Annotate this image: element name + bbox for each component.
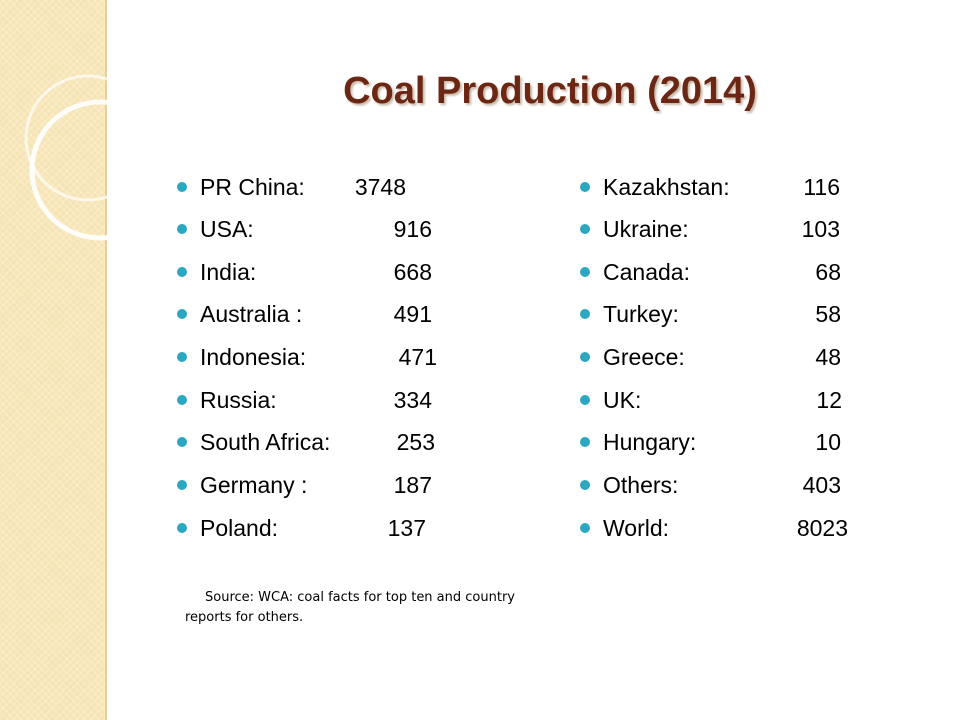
slide-title: Coal Production (2014) — [343, 70, 757, 112]
item-value: 253 — [396, 429, 435, 455]
item-name: PR China: — [200, 174, 305, 200]
item-value: 668 — [393, 259, 432, 285]
item-value: 471 — [398, 344, 437, 370]
item-value: 8023 — [796, 515, 848, 541]
item-name: Canada: — [603, 259, 690, 285]
item-name: Indonesia: — [200, 344, 307, 370]
decorative-rings-icon — [24, 74, 140, 241]
bullet-icon — [177, 480, 187, 490]
item-value: 103 — [801, 216, 840, 242]
source-note: Source: WCA: coal facts for top ten and … — [185, 590, 515, 625]
bullet-icon — [580, 267, 590, 277]
item-value: 403 — [802, 472, 841, 498]
item-value: 916 — [393, 216, 432, 242]
item-name: India: — [200, 259, 257, 285]
item-value: 187 — [393, 472, 432, 498]
item-name: World: — [603, 515, 670, 541]
item-name: Kazakhstan: — [603, 174, 730, 200]
bullet-icon — [580, 224, 590, 234]
item-name: South Africa: — [200, 429, 331, 455]
bullet-icon — [580, 395, 590, 405]
bullet-icon — [177, 309, 187, 319]
item-value: 12 — [816, 387, 842, 413]
bullet-icon — [177, 395, 187, 405]
bullet-icon — [177, 182, 187, 192]
item-value: 3748 — [354, 174, 406, 200]
item-value: 58 — [815, 301, 841, 327]
bullet-icon — [580, 182, 590, 192]
item-value: 48 — [815, 344, 841, 370]
item-value: 491 — [393, 301, 432, 327]
sidebar-edge-line — [105, 0, 107, 720]
bullet-icon — [177, 267, 187, 277]
item-value: 116 — [803, 174, 840, 200]
item-name: USA: — [200, 216, 254, 242]
bullet-icon — [177, 437, 187, 447]
item-name: Greece: — [603, 344, 685, 370]
item-name: Ukraine: — [603, 216, 689, 242]
bullet-icon — [177, 523, 187, 533]
bullet-icon — [580, 352, 590, 362]
item-name: Russia: — [200, 387, 277, 413]
item-name: Poland: — [200, 515, 279, 541]
item-name: Hungary: — [603, 429, 697, 455]
bullet-icon — [580, 309, 590, 319]
item-name: Others: — [603, 472, 679, 498]
item-name: Australia : — [200, 301, 303, 327]
bullet-icon — [580, 437, 590, 447]
item-value: 137 — [387, 515, 426, 541]
bullet-icon — [177, 224, 187, 234]
item-value: 10 — [815, 429, 841, 455]
item-name: Germany : — [200, 472, 308, 498]
item-name: Turkey: — [603, 301, 679, 327]
bullet-icon — [177, 352, 187, 362]
item-value: 334 — [393, 387, 432, 413]
bullet-icon — [580, 480, 590, 490]
item-name: UK: — [603, 387, 642, 413]
item-value: 68 — [815, 259, 841, 285]
bullet-icon — [580, 523, 590, 533]
